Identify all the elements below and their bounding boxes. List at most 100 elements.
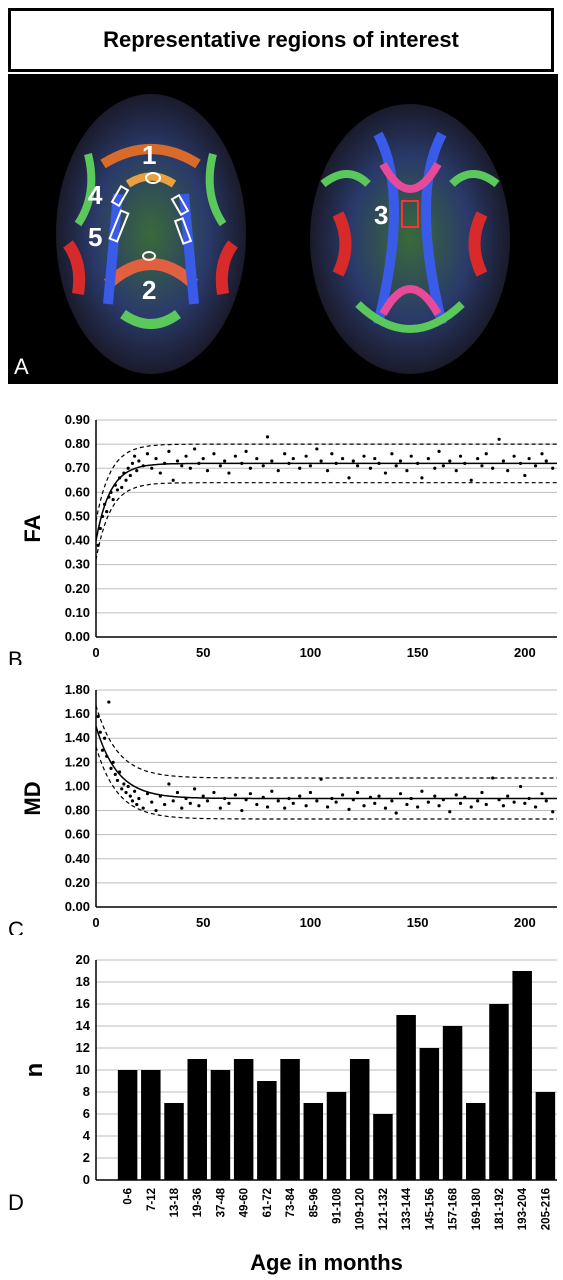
y-tick-label: 0.00 bbox=[65, 899, 90, 914]
data-point bbox=[291, 456, 295, 461]
data-point bbox=[437, 804, 441, 808]
data-point bbox=[113, 483, 117, 487]
data-point bbox=[193, 787, 197, 791]
data-point bbox=[518, 784, 523, 789]
md-scatter-chart: 0.00 0.20 0.40 0.60 0.80 1.00 1.20 1.40 1.60 1.80… bbox=[8, 682, 557, 935]
data-point bbox=[218, 464, 222, 468]
bar bbox=[489, 1004, 509, 1180]
y-axis-label: MD bbox=[20, 781, 45, 815]
y-tick-label: 14 bbox=[76, 1018, 91, 1033]
y-tick-label: 12 bbox=[76, 1040, 90, 1055]
data-point bbox=[512, 800, 516, 804]
data-point bbox=[390, 452, 394, 456]
data-point bbox=[304, 454, 308, 458]
data-point bbox=[533, 805, 538, 809]
data-point bbox=[298, 794, 302, 798]
category-label: 133-144 bbox=[401, 1187, 413, 1230]
bar bbox=[373, 1114, 393, 1180]
data-point bbox=[544, 799, 548, 803]
data-point bbox=[394, 464, 398, 468]
data-point bbox=[180, 464, 184, 468]
data-point bbox=[130, 799, 135, 803]
bar bbox=[442, 1026, 463, 1180]
data-point bbox=[126, 466, 130, 470]
data-point bbox=[373, 801, 377, 805]
upper-band-curve bbox=[95, 705, 557, 779]
x-tick-label: 0 bbox=[92, 645, 99, 660]
data-point bbox=[158, 471, 162, 475]
data-point bbox=[458, 801, 463, 805]
roi-label-2: 2 bbox=[142, 275, 156, 305]
data-point bbox=[171, 799, 175, 803]
data-point bbox=[283, 806, 287, 810]
data-point bbox=[340, 793, 345, 797]
panel-letter-a: A bbox=[14, 354, 29, 379]
data-point bbox=[150, 800, 154, 804]
data-point bbox=[420, 789, 424, 793]
data-point bbox=[117, 770, 122, 774]
category-label: 109-120 bbox=[355, 1188, 367, 1230]
data-point bbox=[141, 806, 145, 810]
data-point bbox=[184, 796, 188, 801]
y-tick-label: 0.30 bbox=[65, 557, 90, 572]
category-label: 85-96 bbox=[308, 1188, 320, 1217]
fa-scatter-chart: 0.00 0.10 0.20 0.30 0.40 0.50 0.60 0.70 0.80 0.90… bbox=[8, 412, 557, 665]
x-tick-label: 150 bbox=[407, 645, 429, 660]
data-point bbox=[126, 784, 130, 789]
data-point bbox=[441, 464, 445, 468]
bar bbox=[303, 1103, 324, 1180]
x-axis-label: Age in months bbox=[250, 1250, 403, 1275]
data-point bbox=[491, 776, 495, 780]
data-point bbox=[426, 800, 430, 804]
data-point bbox=[107, 700, 111, 704]
data-point bbox=[551, 810, 555, 814]
data-point bbox=[484, 452, 488, 456]
data-point bbox=[130, 461, 135, 465]
data-point bbox=[255, 802, 259, 807]
data-point bbox=[383, 806, 388, 810]
data-point bbox=[154, 808, 158, 813]
data-point bbox=[255, 456, 259, 461]
data-point bbox=[145, 792, 150, 796]
panel-letter: D bbox=[8, 1190, 24, 1215]
data-point bbox=[188, 466, 192, 470]
data-point bbox=[109, 490, 113, 494]
data-point bbox=[373, 456, 377, 461]
y-axis-label: FA bbox=[20, 514, 45, 542]
data-point bbox=[102, 736, 107, 740]
data-point bbox=[212, 790, 216, 795]
category-label: 169-180 bbox=[471, 1188, 483, 1230]
data-point bbox=[150, 466, 154, 470]
data-point bbox=[113, 772, 117, 776]
data-point bbox=[115, 488, 120, 492]
data-point bbox=[308, 464, 313, 468]
data-point bbox=[476, 799, 480, 803]
data-point bbox=[132, 789, 137, 793]
data-point bbox=[527, 456, 531, 461]
y-tick-label: 0 bbox=[83, 1172, 90, 1187]
data-point bbox=[319, 459, 323, 463]
data-point bbox=[128, 794, 132, 798]
data-point bbox=[540, 452, 544, 456]
data-point bbox=[227, 471, 231, 475]
y-tick-label: 1.80 bbox=[65, 682, 90, 697]
x-tick-label: 50 bbox=[196, 645, 210, 660]
roi-label-3: 3 bbox=[374, 200, 388, 230]
data-point bbox=[501, 804, 505, 808]
data-point bbox=[405, 469, 409, 473]
data-point bbox=[368, 466, 373, 470]
category-label: 61-72 bbox=[262, 1188, 274, 1217]
data-point bbox=[527, 796, 531, 801]
y-tick-label: 0.20 bbox=[65, 875, 90, 890]
category-label: 13-18 bbox=[169, 1187, 181, 1217]
bar bbox=[466, 1103, 486, 1180]
data-point bbox=[497, 798, 501, 802]
data-point bbox=[334, 800, 338, 804]
data-point bbox=[201, 456, 205, 461]
data-point bbox=[433, 466, 437, 470]
data-point bbox=[212, 452, 216, 456]
x-tick-label: 100 bbox=[300, 645, 322, 660]
data-point bbox=[441, 798, 445, 802]
data-point bbox=[102, 502, 107, 506]
data-point bbox=[193, 447, 197, 451]
